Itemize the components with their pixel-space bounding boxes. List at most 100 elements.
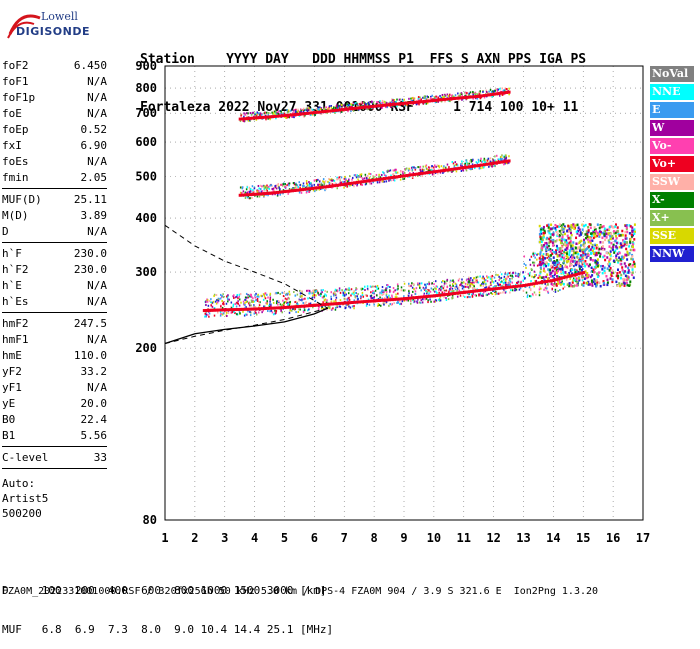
- echo-point: [320, 183, 323, 186]
- echo-point: [411, 97, 414, 100]
- echo-point: [276, 194, 279, 197]
- echo-point: [542, 225, 545, 229]
- echo-point: [249, 197, 251, 200]
- echo-point: [592, 247, 595, 250]
- echo-point: [522, 284, 526, 288]
- echo-point: [372, 290, 374, 293]
- y-tick-label: 900: [135, 59, 157, 73]
- echo-point: [470, 158, 472, 161]
- echo-point: [557, 282, 560, 285]
- echo-point: [219, 297, 222, 300]
- x-tick-label: 7: [341, 531, 348, 545]
- echo-point: [230, 305, 233, 308]
- echo-point: [390, 303, 393, 306]
- echo-point: [285, 189, 289, 193]
- echo-point: [619, 234, 622, 237]
- echo-point: [254, 294, 256, 297]
- echo-point: [239, 293, 242, 296]
- echo-point: [392, 169, 394, 172]
- echo-point: [465, 279, 468, 282]
- echo-point: [369, 107, 372, 110]
- echo-point: [381, 101, 384, 104]
- echo-point: [593, 267, 596, 270]
- echo-point: [474, 294, 477, 297]
- echo-point: [388, 103, 392, 107]
- echo-point: [482, 281, 484, 284]
- echo-point: [425, 171, 429, 175]
- echo-point: [555, 239, 558, 242]
- echo-point: [545, 284, 547, 287]
- echo-point: [400, 286, 403, 289]
- echo-point: [376, 287, 379, 290]
- echo-point: [385, 180, 388, 183]
- echo-point: [541, 254, 543, 257]
- echo-point: [551, 275, 554, 278]
- echo-point: [399, 300, 401, 303]
- echo-point: [555, 282, 558, 286]
- echo-point: [556, 248, 559, 251]
- echo-point: [282, 299, 284, 302]
- echo-point: [480, 163, 484, 167]
- echo-point: [431, 166, 433, 169]
- echo-point: [631, 263, 634, 267]
- echo-point: [275, 187, 278, 190]
- echo-point: [435, 290, 437, 293]
- echo-point: [599, 230, 602, 234]
- echo-point: [256, 307, 260, 311]
- echo-point: [293, 305, 297, 309]
- echo-point: [382, 293, 385, 296]
- echo-point: [279, 193, 282, 196]
- echo-point: [359, 175, 362, 178]
- param-label: yF2: [2, 365, 22, 378]
- echo-point: [245, 195, 247, 198]
- echo-point: [331, 179, 334, 182]
- echo-point: [254, 311, 257, 314]
- echo-point: [615, 246, 618, 249]
- echo-point: [624, 253, 627, 257]
- echo-point: [490, 162, 494, 166]
- echo-point: [503, 163, 505, 166]
- echo-point: [472, 292, 474, 295]
- echo-point: [610, 224, 613, 228]
- y-tick-label: 600: [135, 135, 157, 149]
- echo-point: [503, 156, 506, 159]
- echo-point: [261, 307, 265, 311]
- echo-point: [604, 271, 607, 275]
- echo-point: [302, 310, 305, 313]
- echo-point: [440, 169, 444, 173]
- echo-point: [489, 283, 492, 286]
- echo-point: [569, 265, 571, 268]
- echo-point: [499, 277, 501, 280]
- echo-point: [241, 192, 243, 195]
- echo-point: [415, 287, 418, 290]
- echo-point: [322, 180, 324, 183]
- echo-point: [555, 284, 558, 287]
- echo-point: [544, 263, 546, 266]
- echo-point: [351, 184, 354, 187]
- echo-point: [400, 302, 402, 305]
- echo-point: [457, 291, 461, 295]
- echo-point: [380, 180, 383, 183]
- echo-point: [488, 90, 490, 93]
- echo-point: [530, 280, 532, 283]
- echo-point: [302, 108, 304, 111]
- echo-point: [584, 248, 587, 252]
- echo-point: [440, 100, 443, 103]
- echo-point: [280, 304, 283, 307]
- distance-row: D 100 200 400 600 800 1000 1500 3000 [km…: [2, 584, 327, 597]
- echo-point: [539, 266, 542, 269]
- echo-point: [299, 295, 302, 298]
- echo-point: [318, 110, 322, 114]
- echo-point: [480, 284, 482, 287]
- echo-point: [307, 108, 309, 111]
- echo-point: [581, 279, 584, 282]
- echo-point: [329, 306, 331, 309]
- echo-point: [358, 300, 362, 304]
- echo-point: [588, 223, 591, 226]
- echo-point: [460, 166, 464, 170]
- echo-point: [453, 95, 455, 98]
- echo-point: [584, 255, 587, 258]
- echo-point: [345, 301, 349, 305]
- echo-point: [266, 302, 268, 305]
- echo-point: [524, 277, 526, 280]
